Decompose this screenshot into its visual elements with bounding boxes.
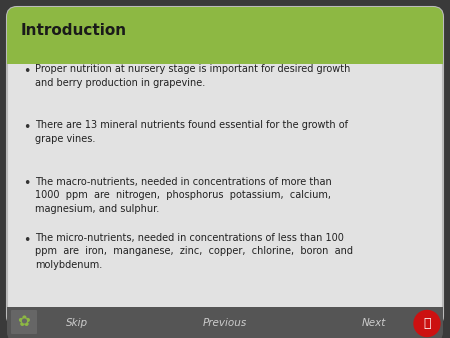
FancyBboxPatch shape <box>7 307 443 338</box>
FancyBboxPatch shape <box>7 7 443 64</box>
Text: Previous: Previous <box>203 318 247 329</box>
Circle shape <box>414 311 440 337</box>
Text: •: • <box>23 234 31 247</box>
Text: Skip: Skip <box>65 318 88 329</box>
Text: There are 13 mineral nutrients found essential for the growth of
grape vines.: There are 13 mineral nutrients found ess… <box>35 120 348 144</box>
Text: The macro-nutrients, needed in concentrations of more than
1000  ppm  are  nitro: The macro-nutrients, needed in concentra… <box>35 176 332 214</box>
Text: Next: Next <box>361 318 386 329</box>
Text: Ⓘ: Ⓘ <box>423 317 431 330</box>
Text: The micro-nutrients, needed in concentrations of less than 100
ppm  are  iron,  : The micro-nutrients, needed in concentra… <box>35 233 353 270</box>
FancyBboxPatch shape <box>7 7 443 326</box>
Text: Introduction: Introduction <box>21 23 127 38</box>
Bar <box>7 50 443 64</box>
Text: •: • <box>23 65 31 78</box>
Text: •: • <box>23 121 31 134</box>
Text: •: • <box>23 177 31 191</box>
Bar <box>7 307 443 317</box>
Text: Proper nutrition at nursery stage is important for desired growth
and berry prod: Proper nutrition at nursery stage is imp… <box>35 64 351 88</box>
FancyBboxPatch shape <box>11 310 37 334</box>
Text: ✿: ✿ <box>18 314 31 330</box>
